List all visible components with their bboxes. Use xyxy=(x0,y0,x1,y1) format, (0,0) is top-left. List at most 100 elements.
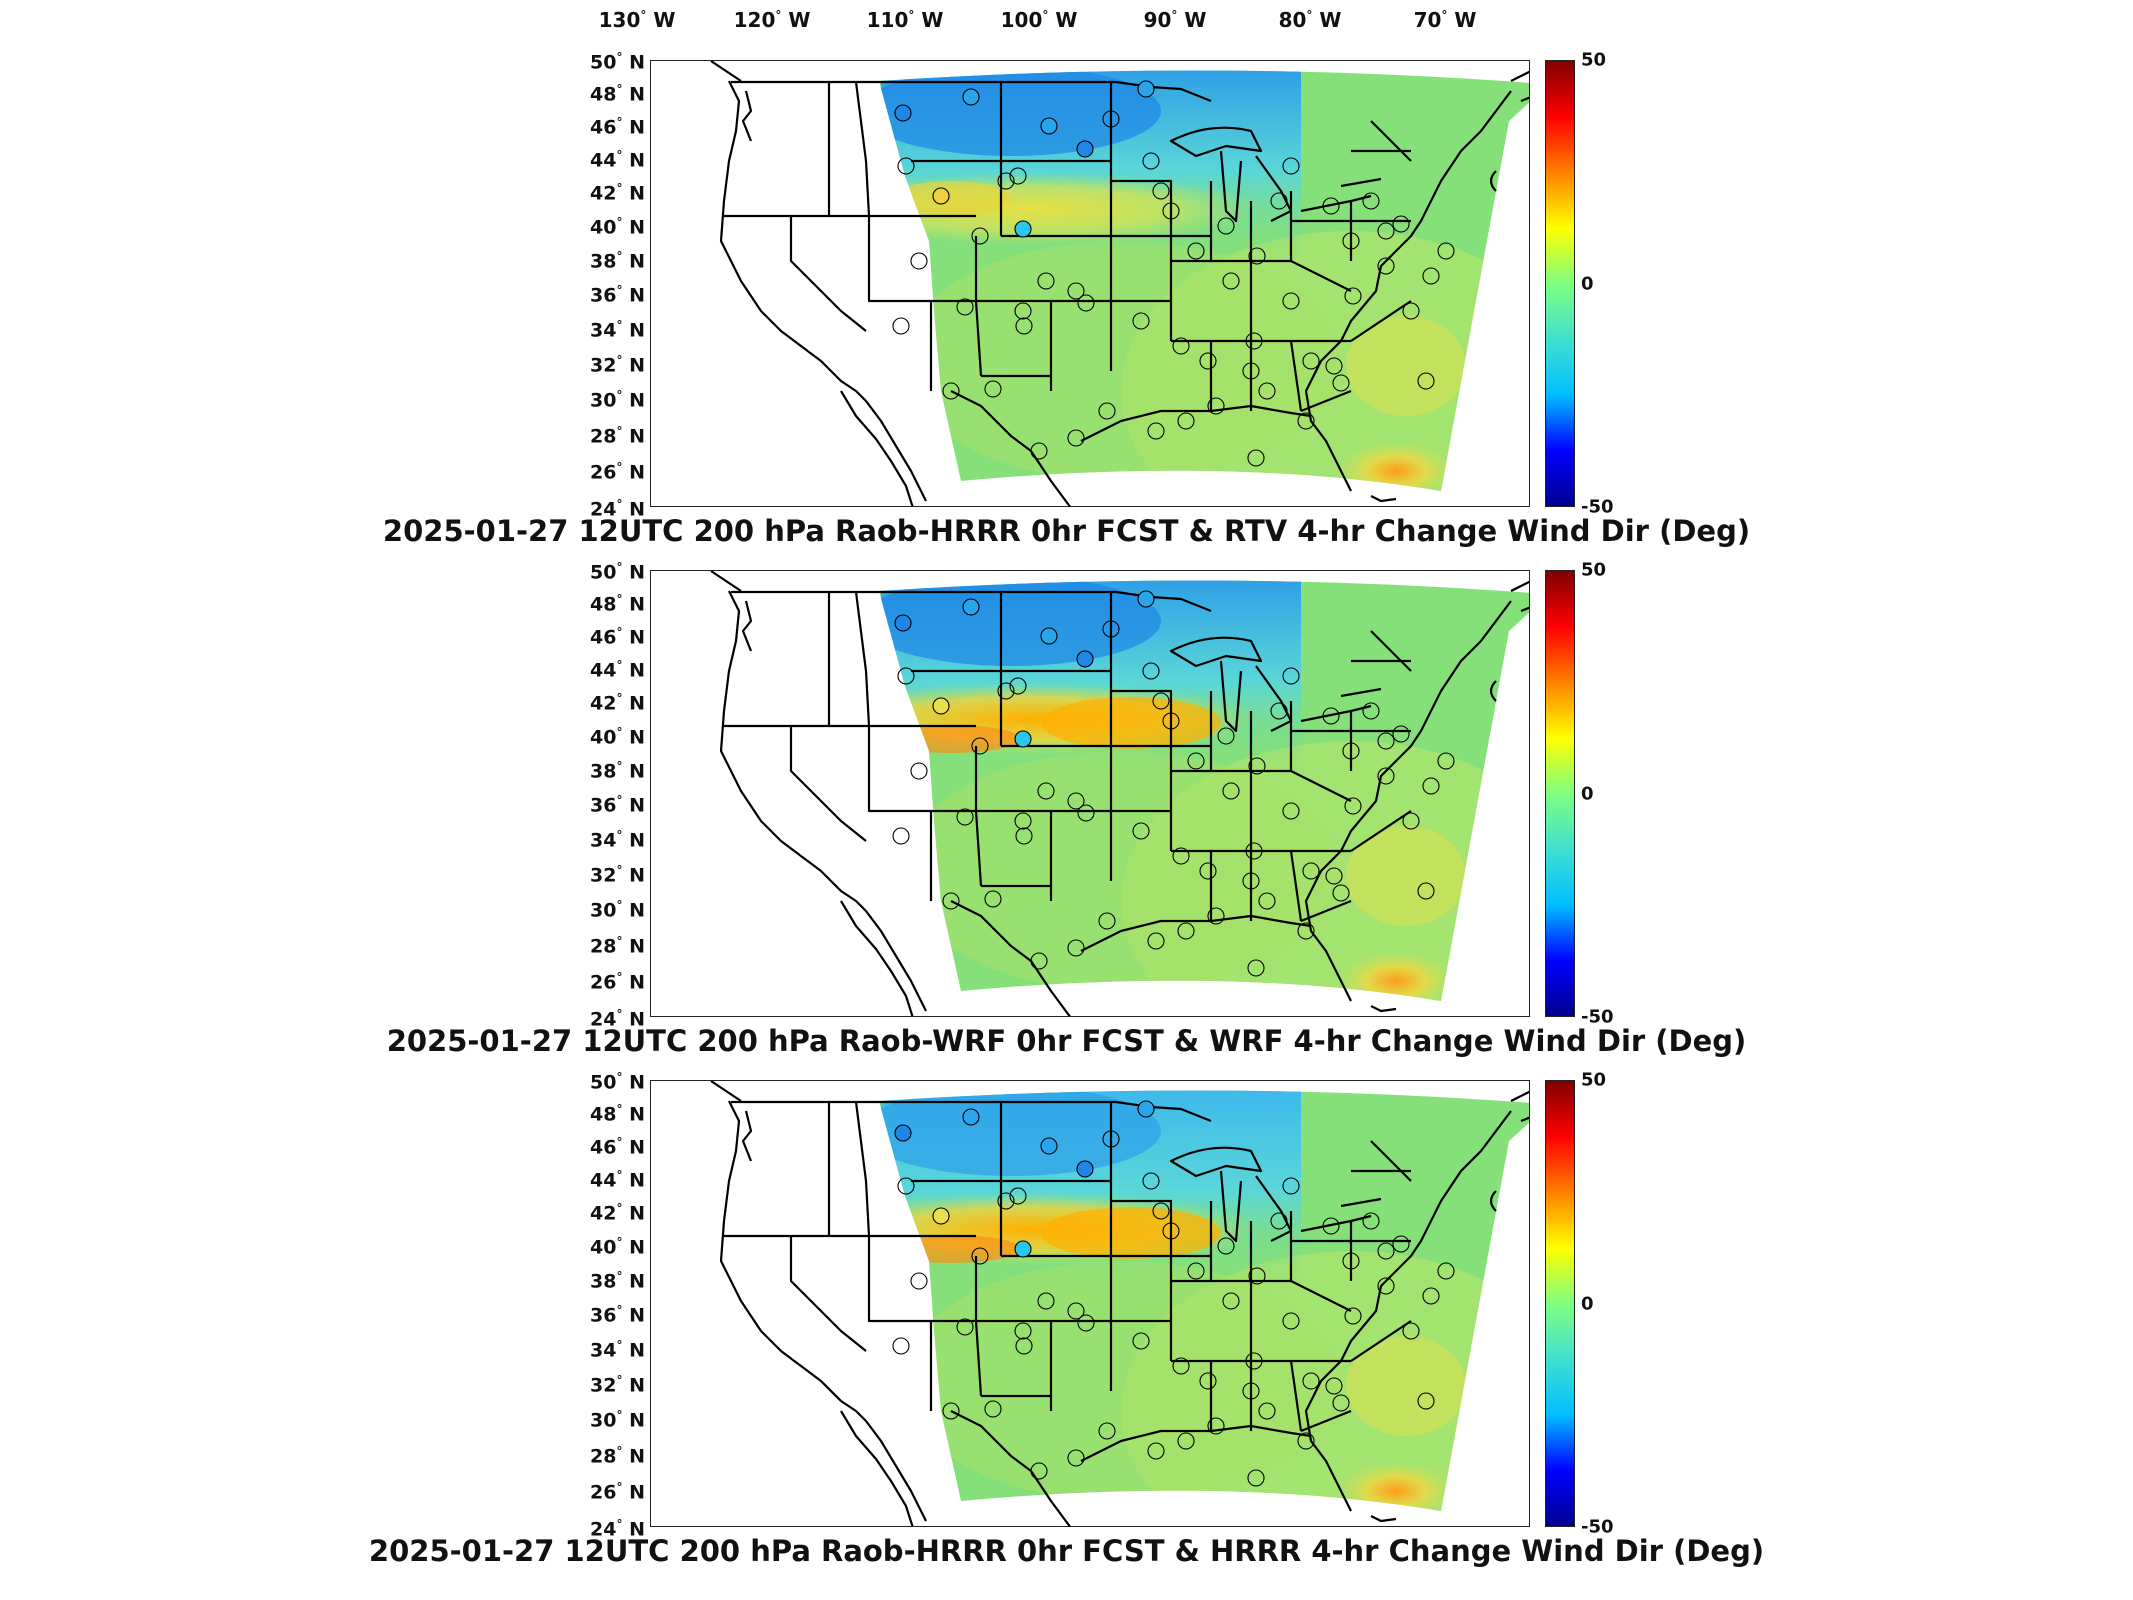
station-marker xyxy=(910,1272,928,1290)
station-marker xyxy=(892,827,910,845)
station-marker xyxy=(1207,1417,1225,1435)
station-marker xyxy=(1199,352,1217,370)
latitude-label: 46° N xyxy=(590,625,645,649)
latitude-label: 28° N xyxy=(590,934,645,958)
latitude-label: 34° N xyxy=(590,827,645,852)
station-marker xyxy=(1132,1332,1150,1350)
station-marker xyxy=(1332,374,1350,392)
station-marker xyxy=(894,1124,912,1142)
colorbar-tick-min: -50 xyxy=(1581,1006,1614,1028)
station-marker xyxy=(1102,110,1120,128)
station-marker xyxy=(1325,1377,1343,1395)
station-marker xyxy=(1152,1202,1170,1220)
station-marker xyxy=(962,1108,980,1126)
latitude-label: 48° N xyxy=(590,1102,645,1126)
station-marker xyxy=(1217,727,1235,745)
station-marker xyxy=(1247,449,1265,467)
station-marker xyxy=(1297,412,1315,430)
station-marker xyxy=(1147,422,1165,440)
station-marker xyxy=(1076,1160,1094,1178)
station-marker xyxy=(1282,802,1300,820)
colorbar-tick-min: -50 xyxy=(1581,1516,1614,1538)
station-marker xyxy=(1077,294,1095,312)
station-marker xyxy=(1009,1187,1027,1205)
station-marker xyxy=(897,667,915,685)
panel-title: 2025-01-27 12UTC 200 hPa Raob-HRRR 0hr F… xyxy=(368,1534,1765,1568)
station-marker xyxy=(1242,1382,1260,1400)
latitude-label: 24° N xyxy=(590,497,645,521)
station-marker xyxy=(1098,1422,1116,1440)
latitude-label: 36° N xyxy=(590,1303,645,1327)
station-marker xyxy=(956,298,974,316)
station-marker xyxy=(1322,1217,1340,1235)
station-marker xyxy=(1187,1262,1205,1280)
longitude-axis-labels: 130° W 120° W 110° W 100° W 90° W 80° W 70° W xyxy=(0,0,2133,40)
latitude-label: 44° N xyxy=(590,657,645,682)
station-marker xyxy=(1342,1252,1360,1270)
station-marker xyxy=(1282,1177,1300,1195)
latitude-label: 26° N xyxy=(590,1480,645,1505)
latitude-label: 42° N xyxy=(590,691,645,715)
latitude-label: 28° N xyxy=(590,424,645,448)
map-frame xyxy=(650,1080,1530,1527)
station-marker xyxy=(1248,1267,1266,1285)
station-marker xyxy=(1177,412,1195,430)
longitude-label: 120° W xyxy=(733,8,811,32)
coastline-and-borders xyxy=(710,571,1529,1016)
map-panel: 50° N 48° N 46° N 44° N 42° N 40° N 38° N 36° N… xyxy=(0,50,2133,568)
station-marker xyxy=(1282,292,1300,310)
latitude-label: 34° N xyxy=(590,1337,645,1362)
map-canvas xyxy=(710,571,1529,1016)
station-marker xyxy=(1392,215,1410,233)
station-marker xyxy=(1207,907,1225,925)
station-marker xyxy=(984,1400,1002,1418)
station-marker xyxy=(1377,1242,1395,1260)
station-marker xyxy=(1402,812,1420,830)
station-marker xyxy=(1377,1277,1395,1295)
colorbar-tick-mid: 0 xyxy=(1581,273,1594,294)
latitude-label: 38° N xyxy=(590,1268,645,1293)
station-marker xyxy=(1437,242,1455,260)
station-marker xyxy=(1258,892,1276,910)
wind-direction-field xyxy=(879,1090,1529,1511)
latitude-label: 48° N xyxy=(590,592,645,616)
station-marker xyxy=(1030,442,1048,460)
station-marker xyxy=(1147,1442,1165,1460)
station-marker xyxy=(971,1247,989,1265)
station-marker xyxy=(1270,192,1288,210)
station-marker xyxy=(1344,797,1362,815)
station-marker xyxy=(1362,1212,1380,1230)
station-marker xyxy=(1162,712,1180,730)
latitude-label: 32° N xyxy=(590,353,645,377)
station-marker xyxy=(971,227,989,245)
station-marker xyxy=(894,104,912,122)
station-marker xyxy=(1142,662,1160,680)
latitude-label: 50° N xyxy=(590,50,645,74)
station-marker xyxy=(1392,725,1410,743)
station-marker xyxy=(1132,822,1150,840)
latitude-label: 44° N xyxy=(590,147,645,172)
station-marker xyxy=(1270,1212,1288,1230)
latitude-label: 30° N xyxy=(590,898,645,922)
station-marker xyxy=(1282,1312,1300,1330)
station-marker xyxy=(1282,157,1300,175)
latitude-axis-labels: 50° N 48° N 46° N 44° N 42° N 40° N 38° N 36° N… xyxy=(560,560,645,1030)
latitude-axis-labels: 50° N 48° N 46° N 44° N 42° N 40° N 38° N 36° N… xyxy=(560,50,645,521)
station-marker xyxy=(1207,397,1225,415)
station-marker xyxy=(1417,372,1435,390)
wind-direction-field xyxy=(879,70,1529,491)
station-marker xyxy=(1344,287,1362,305)
colorbar-tick-max: 50 xyxy=(1581,1069,1607,1091)
station-marker xyxy=(1152,692,1170,710)
latitude-label: 36° N xyxy=(590,283,645,307)
latitude-label: 26° N xyxy=(590,970,645,995)
station-marker xyxy=(1242,362,1260,380)
station-marker xyxy=(1014,812,1032,830)
station-marker xyxy=(1102,1130,1120,1148)
station-marker xyxy=(1245,842,1263,860)
station-marker xyxy=(1067,429,1085,447)
station-marker xyxy=(1014,1240,1032,1258)
station-marker xyxy=(1242,872,1260,890)
station-marker xyxy=(1015,317,1033,335)
station-marker xyxy=(932,697,950,715)
